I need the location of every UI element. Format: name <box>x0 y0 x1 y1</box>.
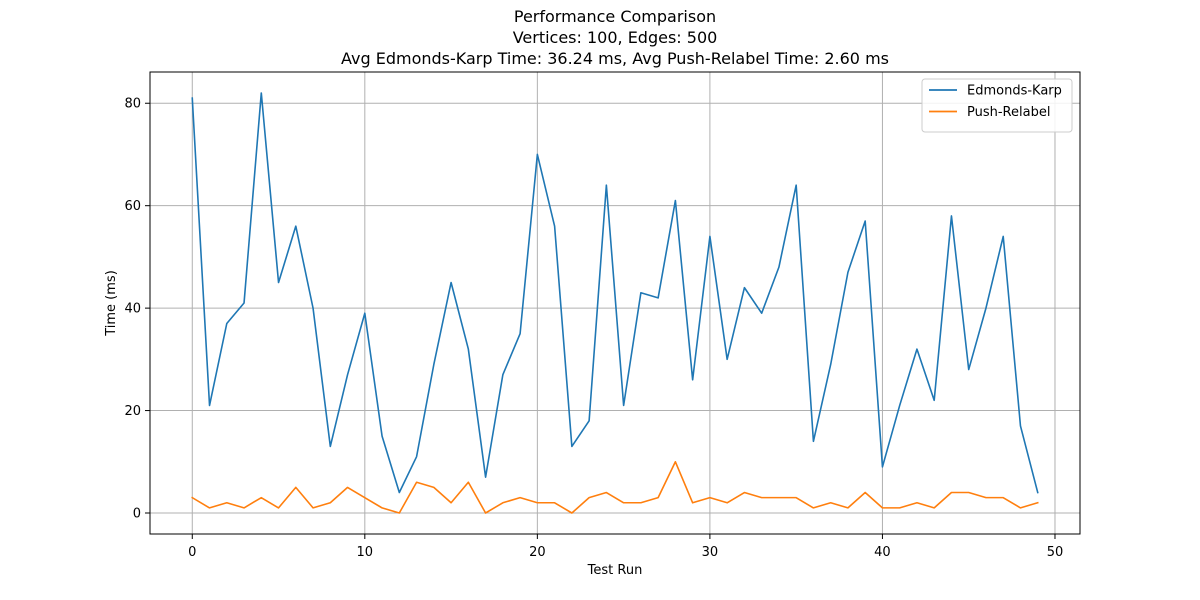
y-tick-label: 80 <box>124 97 141 112</box>
x-tick-label: 50 <box>1047 545 1064 560</box>
x-tick-label: 30 <box>702 545 719 560</box>
chart-title: Performance Comparison Vertices: 100, Ed… <box>341 7 889 68</box>
legend-box <box>921 78 1073 133</box>
title-line-3: Avg Edmonds-Karp Time: 36.24 ms, Avg Pus… <box>341 49 889 68</box>
x-tick-label: 0 <box>188 545 196 560</box>
y-axis-label: Time (ms) <box>104 270 119 337</box>
y-tick-label: 0 <box>133 507 141 522</box>
grid <box>150 72 1080 534</box>
y-tick-label: 20 <box>124 404 141 419</box>
x-tick-label: 40 <box>874 545 891 560</box>
title-line-1: Performance Comparison <box>514 7 716 26</box>
series-line-push-relabel <box>191 460 1039 514</box>
x-axis-ticks: 0 10 20 30 40 50 <box>188 534 1063 560</box>
y-axis-ticks: 0 20 40 60 80 <box>124 97 150 522</box>
y-tick-label: 40 <box>124 302 141 317</box>
legend: Edmonds-Karp Push-Relabel <box>921 78 1073 133</box>
plot-frame <box>149 71 1081 535</box>
legend-label: Push-Relabel <box>967 105 1050 120</box>
series-lines <box>191 92 1039 514</box>
legend-label: Edmonds-Karp <box>967 84 1062 99</box>
y-tick-label: 60 <box>124 199 141 214</box>
series-line-edmonds-karp <box>191 92 1039 494</box>
x-axis-label: Test Run <box>587 563 643 578</box>
x-tick-label: 20 <box>529 545 546 560</box>
x-tick-label: 10 <box>357 545 374 560</box>
title-line-2: Vertices: 100, Edges: 500 <box>513 28 718 47</box>
